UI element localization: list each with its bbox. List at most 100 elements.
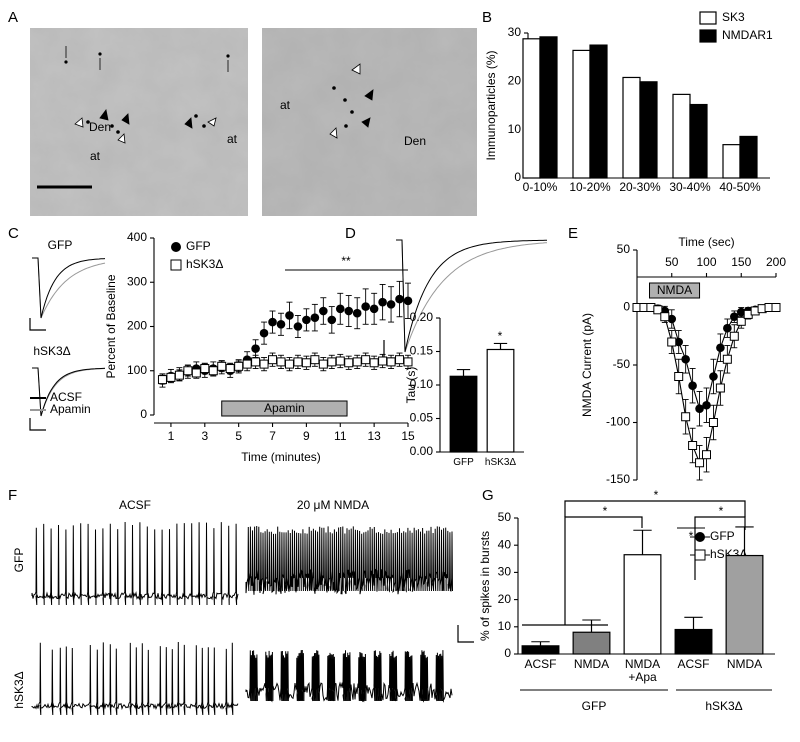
marker: [293, 322, 303, 331]
legend-marker: [695, 532, 705, 542]
y-tick-label: 0: [140, 407, 147, 421]
bar: [589, 44, 608, 179]
marker: [285, 311, 294, 320]
marker: [335, 356, 345, 366]
x-tick-label: GFP: [453, 457, 474, 468]
marker: [723, 323, 732, 333]
x-tick-label: ACSF: [524, 658, 557, 671]
x-tick-label: 200: [766, 255, 786, 269]
x-tick-label: 20-30%: [619, 180, 661, 194]
marker: [395, 355, 405, 365]
micrograph-label: at: [90, 149, 101, 163]
marker: [352, 308, 362, 318]
y-tick-label: 0: [504, 646, 511, 660]
x-axis-label: Time (sec): [678, 235, 734, 249]
group-label: GFP: [582, 699, 607, 713]
bar: [674, 628, 713, 655]
marker: [208, 366, 218, 376]
bar: [539, 36, 558, 179]
row-label: GFP: [12, 548, 26, 573]
bar: [622, 76, 641, 179]
marker: [234, 361, 244, 371]
significance-bracket: [564, 500, 746, 517]
column-label: 20 μM NMDA: [297, 498, 369, 512]
legend-marker: [694, 549, 706, 561]
marker: [335, 304, 345, 314]
row-label: hSK3Δ: [12, 671, 26, 708]
marker: [200, 364, 210, 374]
marker: [251, 344, 260, 353]
marker: [259, 359, 269, 369]
legend-swatch: [699, 11, 717, 25]
panel-label: F: [8, 487, 17, 504]
micrograph-label: at: [280, 98, 291, 112]
y-axis-label: NMDA Current (pA): [580, 313, 594, 417]
x-tick-label: 9: [303, 429, 310, 443]
bar: [639, 81, 658, 179]
marker: [284, 359, 294, 369]
y-tick-label: 0.00: [410, 444, 434, 458]
marker: [736, 316, 746, 326]
marker: [327, 357, 337, 367]
drug-label: Apamin: [264, 401, 305, 415]
marker: [361, 355, 371, 365]
significance-bracket: [522, 516, 643, 626]
marker: [361, 302, 370, 311]
marker: [403, 357, 413, 367]
y-tick-label: 0.10: [410, 377, 434, 391]
y-axis-label: Percent of Baseline: [104, 274, 118, 378]
drug-bar: [649, 282, 701, 299]
y-tick-label: 0: [623, 300, 630, 314]
x-tick-label: 50: [665, 255, 679, 269]
x-tick-label: 11: [334, 429, 347, 443]
marker: [708, 418, 718, 427]
legend-marker: [170, 259, 182, 271]
x-tick-label: GFP: [453, 457, 474, 468]
y-tick-label: 40: [498, 537, 512, 551]
trace: [396, 239, 547, 353]
marker: [276, 319, 286, 329]
y-axis-label: % of spikes in bursts: [478, 531, 492, 641]
marker: [191, 368, 201, 378]
group-label: hSK3Δ: [705, 699, 742, 713]
marker: [667, 337, 677, 347]
marker: [276, 357, 286, 367]
marker: [259, 328, 269, 338]
y-tick-label: -150: [606, 472, 630, 486]
x-tick-label: 7: [269, 429, 276, 443]
micrograph-label: at: [227, 132, 238, 146]
legend-marker: [171, 242, 181, 252]
gold-particles: [64, 52, 354, 134]
trace: [31, 641, 239, 716]
scale-bar: [29, 318, 46, 331]
x-tick-label: NMDA: [726, 658, 763, 671]
panel-label: E: [568, 225, 578, 242]
marker: [251, 357, 261, 367]
panel-label: D: [345, 225, 356, 242]
marker: [225, 364, 235, 374]
x-tick-label: 15: [401, 429, 415, 443]
y-tick-label: 100: [127, 363, 147, 377]
marker: [688, 441, 698, 450]
y-axis-label: Tau (s): [404, 367, 418, 404]
trace: [32, 257, 106, 319]
y-tick-label: 0: [514, 170, 521, 184]
column-label: ACSF: [119, 498, 151, 512]
micrograph-label: Den: [89, 120, 111, 134]
marker: [378, 297, 387, 307]
x-tick-label: ACSF: [524, 658, 557, 671]
marker: [667, 314, 677, 324]
arrowheads: [65, 46, 374, 144]
marker: [344, 358, 354, 368]
y-tick-label: 50: [498, 510, 512, 524]
marker: [688, 381, 697, 391]
x-tick-label: NMDA +Apa: [624, 658, 661, 684]
marker: [293, 357, 303, 367]
bar: [486, 348, 515, 453]
legend-label: NMDAR1: [722, 28, 773, 42]
bar: [623, 554, 662, 655]
marker: [715, 383, 725, 393]
y-tick-label: -100: [606, 415, 630, 429]
